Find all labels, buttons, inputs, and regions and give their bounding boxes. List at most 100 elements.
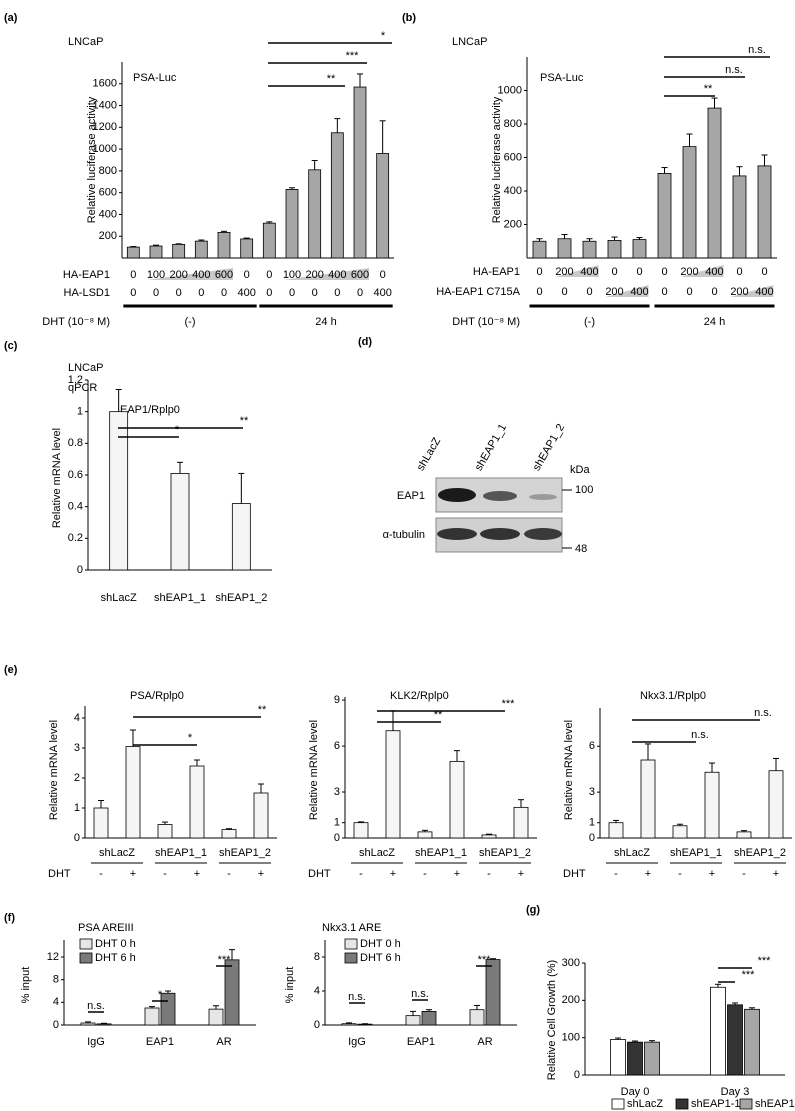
x-tick-label: +	[390, 868, 396, 880]
y-tick-label: 0.2	[68, 532, 83, 544]
row-label: α-tubulin	[383, 529, 425, 541]
y-axis-label: Relative mRNA level	[48, 720, 60, 820]
y-tick-label: 400	[99, 208, 117, 220]
significance-label: **	[434, 709, 443, 721]
error-bar	[490, 958, 496, 960]
bar	[582, 240, 597, 259]
bar	[627, 1041, 643, 1076]
legend-label: shEAP1-1	[691, 1098, 741, 1110]
y-tick-label: 1000	[93, 143, 117, 155]
significance-label: n.s.	[87, 1000, 105, 1012]
significance-label: ***	[502, 698, 516, 710]
plot-title: KLK2/Rplp0	[390, 690, 449, 702]
bar	[608, 822, 624, 839]
bar	[240, 238, 254, 259]
bar	[704, 771, 720, 839]
error-bar	[177, 461, 183, 474]
bar	[421, 1011, 437, 1026]
chart-title: LNCaP	[68, 36, 103, 48]
bar	[125, 746, 141, 839]
panel-label: (g)	[526, 904, 540, 916]
bar	[632, 239, 647, 259]
bar	[657, 173, 672, 259]
y-axis-label: % input	[284, 967, 296, 1004]
bar	[353, 822, 369, 839]
error-bar	[677, 823, 683, 826]
x-tick-label: EAP1	[146, 1036, 174, 1048]
bar	[253, 792, 269, 839]
treatment-dose: 0	[711, 286, 717, 298]
error-bar	[561, 234, 568, 239]
significance-label: n.s.	[748, 44, 766, 56]
y-tick-label: 1600	[93, 78, 117, 90]
y-axis-label: Relative Cell Growth (%)	[546, 960, 558, 1080]
group-label: shEAP1_1	[670, 847, 722, 859]
treatment-dose: 100	[283, 269, 301, 281]
legend-label: shLacZ	[627, 1098, 663, 1110]
bar	[682, 146, 697, 259]
bar	[231, 503, 251, 571]
y-tick-label: 0	[74, 832, 80, 844]
band	[524, 528, 562, 540]
error-bar	[518, 799, 524, 808]
treatment-dose: 200	[305, 269, 323, 281]
y-tick-label: 12	[47, 951, 59, 963]
error-bar	[258, 783, 264, 793]
error-bar	[773, 757, 779, 771]
y-tick-label: 400	[504, 185, 522, 197]
treatment-dose: 0	[736, 266, 742, 278]
y-tick-label: 4	[314, 985, 320, 997]
bar	[727, 1004, 743, 1076]
treatment-dose: 0	[536, 266, 542, 278]
error-bar	[358, 821, 364, 823]
y-tick-label: 3	[74, 742, 80, 754]
y-tick-label: 300	[562, 957, 580, 969]
legend-label: DHT 6 h	[95, 952, 136, 964]
group-label: shLacZ	[99, 847, 135, 859]
group-label: shEAP1_1	[155, 847, 207, 859]
y-tick-label: 1	[77, 406, 83, 418]
y-tick-label: 6	[334, 740, 340, 752]
group-label: shLacZ	[614, 847, 650, 859]
treatment-dose: 0	[244, 269, 250, 281]
treatment-dose: 0	[611, 266, 617, 278]
bar	[93, 807, 109, 839]
treatment-dose: 0	[761, 266, 767, 278]
x-tick-label: -	[163, 868, 167, 880]
significance-label: **	[258, 704, 267, 716]
row-label: DHT (10⁻⁸ M)	[452, 316, 520, 328]
legend-swatch	[344, 952, 358, 964]
bar	[341, 1023, 357, 1026]
error-bar	[632, 1040, 638, 1043]
group-label: (-)	[185, 316, 196, 328]
bar	[610, 1039, 626, 1076]
x-tick-label: +	[773, 868, 779, 880]
treatment-dose: 0	[380, 269, 386, 281]
y-tick-label: 0	[574, 1069, 580, 1081]
y-tick-label: 9	[334, 694, 340, 706]
error-bar	[130, 729, 136, 747]
treatment-dose: 200	[169, 269, 187, 281]
treatment-dose: 0	[176, 287, 182, 299]
bar	[557, 238, 572, 259]
error-bar	[98, 800, 104, 808]
x-tick-label: Day 0	[621, 1086, 650, 1098]
dose-ramp	[605, 285, 649, 297]
bar	[357, 1023, 373, 1026]
bar	[224, 959, 240, 1026]
group-label: shEAP1_2	[479, 847, 531, 859]
bar	[80, 1022, 96, 1026]
bar	[217, 232, 231, 259]
plot-title: EAP1/Rplp0	[120, 404, 180, 416]
error-bar	[611, 236, 618, 241]
bar	[469, 1009, 485, 1026]
x-tick-label: -	[487, 868, 491, 880]
treatment-dose: 400	[580, 266, 598, 278]
band	[480, 528, 520, 540]
treatment-dose: 0	[266, 269, 272, 281]
treatment-dose: 400	[237, 287, 255, 299]
y-tick-label: 800	[99, 165, 117, 177]
error-bar	[474, 1004, 480, 1010]
treatment-dose: 0	[289, 287, 295, 299]
y-tick-label: 600	[99, 187, 117, 199]
